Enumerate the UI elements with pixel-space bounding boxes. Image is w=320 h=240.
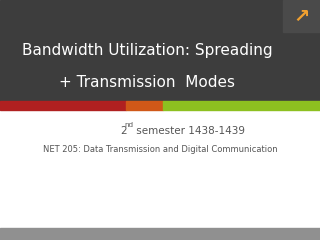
- Bar: [283, 0, 320, 32]
- Text: semester 1438-1439: semester 1438-1439: [133, 126, 245, 136]
- Bar: [126, 101, 163, 110]
- Text: 2: 2: [121, 126, 127, 136]
- Text: + Transmission  Modes: + Transmission Modes: [59, 75, 235, 90]
- Text: NET 205: Data Transmission and Digital Communication: NET 205: Data Transmission and Digital C…: [43, 145, 277, 155]
- Bar: [0, 101, 126, 110]
- Bar: [0, 228, 320, 240]
- Bar: [163, 101, 320, 110]
- Text: nd: nd: [125, 122, 134, 128]
- Text: ↗: ↗: [293, 7, 310, 26]
- Text: Bandwidth Utilization: Spreading: Bandwidth Utilization: Spreading: [22, 43, 273, 58]
- Bar: [0, 0, 320, 109]
